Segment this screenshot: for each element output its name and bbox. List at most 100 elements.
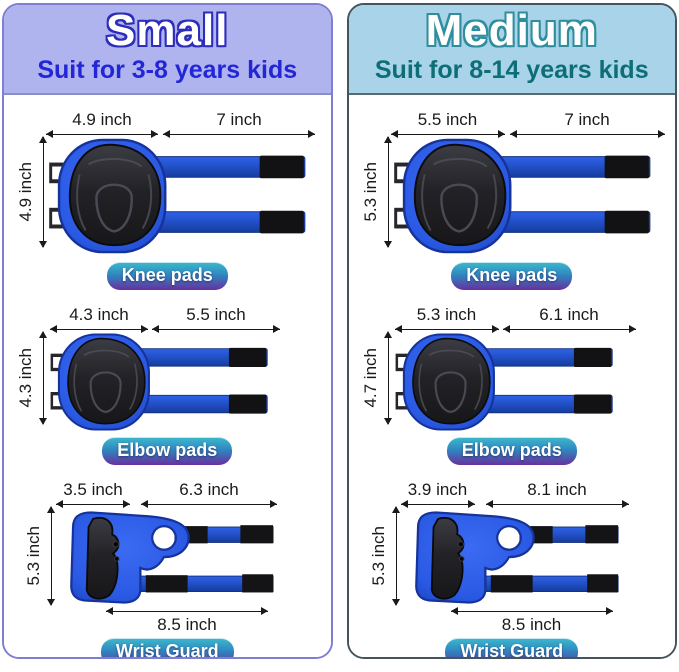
strap-length-dimension: 5.5 inch bbox=[152, 304, 280, 333]
pad-width-dimension: 5.3 inch bbox=[394, 304, 499, 333]
panel-body: 5.5 inch 7 inch 5.3 inch Knee pads bbox=[348, 94, 676, 657]
top-dimensions: 5.5 inch 7 inch bbox=[390, 103, 676, 138]
double-arrow bbox=[152, 324, 280, 333]
knee-pads-badge: Knee pads bbox=[451, 261, 573, 290]
dimension-label: 5.3 inch bbox=[416, 304, 477, 324]
double-arrow bbox=[383, 135, 392, 248]
top-dimensions: 3.9 inch 8.1 inch bbox=[400, 473, 676, 508]
dimension-label: 5.5 inch bbox=[417, 109, 478, 129]
figure-body: 4.7 inch bbox=[349, 330, 676, 437]
size-panel-small: Small Suit for 3-8 years kids 4.9 inch 7… bbox=[2, 3, 333, 659]
pad-width-dimension: 3.5 inch bbox=[56, 479, 130, 508]
knee-pad-image bbox=[392, 137, 657, 260]
dimension-label: 5.5 inch bbox=[186, 304, 246, 324]
double-arrow bbox=[56, 499, 130, 508]
dimension-label: 3.5 inch bbox=[63, 479, 123, 499]
top-dimensions: 4.9 inch 7 inch bbox=[46, 103, 331, 138]
panel-header: Medium Suit for 8-14 years kids bbox=[348, 5, 675, 95]
dimension-label: 4.3 inch bbox=[69, 304, 129, 324]
knee-pads-figure: 4.9 inch 7 inch 4.9 inch Knee pads bbox=[4, 95, 331, 290]
dimension-label: 5.3 inch bbox=[24, 525, 43, 586]
label-row: Elbow pads bbox=[4, 436, 331, 465]
pad-width-dimension: 3.9 inch bbox=[400, 479, 475, 508]
panel-header: Small Suit for 3-8 years kids bbox=[4, 5, 331, 95]
wrist-guard-image bbox=[55, 507, 283, 612]
figure-body: 5.3 inch bbox=[349, 135, 676, 260]
elbow-pads-badge: Elbow pads bbox=[102, 436, 233, 465]
double-arrow bbox=[106, 606, 268, 615]
elbow-pads-badge: Elbow pads bbox=[446, 436, 577, 465]
label-row: Wrist Guard bbox=[349, 637, 676, 657]
figure-body: 5.3 inch bbox=[349, 505, 676, 612]
figure-body: 5.3 inch bbox=[4, 505, 331, 612]
dimension-label: 4.9 inch bbox=[16, 161, 35, 222]
size-panel-medium: Medium Suit for 8-14 years kids 5.5 inch… bbox=[346, 3, 677, 659]
total-length-dimension: 8.5 inch bbox=[450, 606, 613, 635]
elbow-pad-image bbox=[47, 332, 275, 437]
wrist-guard-badge: Wrist Guard bbox=[100, 637, 234, 657]
wrist-guard-image bbox=[400, 507, 628, 612]
figure-body: 4.9 inch bbox=[4, 135, 331, 260]
pad-width-dimension: 5.5 inch bbox=[390, 109, 505, 138]
pad-height-dimension: 5.3 inch bbox=[4, 505, 55, 606]
double-arrow bbox=[383, 330, 392, 425]
label-row: Knee pads bbox=[4, 261, 331, 290]
wrist-guard-badge: Wrist Guard bbox=[445, 637, 579, 657]
elbow-pads-figure: 4.3 inch 5.5 inch 4.3 inch Elbow pads bbox=[4, 290, 331, 465]
double-arrow bbox=[485, 499, 629, 508]
strap-length-dimension: 7 inch bbox=[163, 109, 315, 138]
pad-height-dimension: 4.3 inch bbox=[4, 330, 47, 425]
dimension-label: 4.9 inch bbox=[72, 109, 132, 129]
top-dimensions: 3.5 inch 6.3 inch bbox=[56, 473, 331, 508]
size-title: Medium bbox=[425, 6, 598, 55]
dimension-label: 4.3 inch bbox=[16, 347, 35, 408]
panel-body: 4.9 inch 7 inch 4.9 inch Knee pads bbox=[4, 94, 331, 657]
knee-pads-figure: 5.5 inch 7 inch 5.3 inch Knee pads bbox=[349, 95, 676, 290]
double-arrow bbox=[50, 324, 148, 333]
dimension-label: 6.3 inch bbox=[179, 479, 239, 499]
double-arrow bbox=[509, 129, 665, 138]
dimension-label: 7 inch bbox=[564, 109, 610, 129]
strap-length-dimension: 8.1 inch bbox=[485, 479, 629, 508]
pad-height-dimension: 4.7 inch bbox=[349, 330, 392, 425]
pad-width-dimension: 4.9 inch bbox=[46, 109, 158, 138]
dimension-label: 8.1 inch bbox=[527, 479, 587, 499]
dimension-label: 7 inch bbox=[216, 109, 262, 129]
double-arrow bbox=[390, 129, 505, 138]
strap-length-dimension: 6.3 inch bbox=[141, 479, 277, 508]
double-arrow bbox=[502, 324, 636, 333]
knee-pads-badge: Knee pads bbox=[106, 261, 228, 290]
age-range-subtitle: Suit for 3-8 years kids bbox=[37, 55, 298, 84]
wrist-guard-figure: 3.5 inch 6.3 inch 5.3 inch 8 bbox=[4, 465, 331, 657]
top-dimensions: 4.3 inch 5.5 inch bbox=[50, 298, 331, 333]
double-arrow bbox=[391, 505, 400, 606]
dimension-label: 5.3 inch bbox=[360, 161, 380, 222]
dimension-label: 4.7 inch bbox=[360, 347, 380, 408]
pad-width-dimension: 4.3 inch bbox=[50, 304, 148, 333]
double-arrow bbox=[400, 499, 475, 508]
double-arrow bbox=[39, 135, 47, 248]
elbow-pad-image bbox=[392, 332, 620, 437]
top-dimensions: 5.3 inch 6.1 inch bbox=[394, 298, 676, 333]
double-arrow bbox=[394, 324, 499, 333]
size-title: Small bbox=[106, 6, 229, 55]
double-arrow bbox=[47, 505, 55, 606]
knee-pad-image bbox=[47, 137, 312, 260]
dimension-label: 3.9 inch bbox=[407, 479, 468, 499]
double-arrow bbox=[163, 129, 315, 138]
total-length-dimension: 8.5 inch bbox=[106, 606, 268, 635]
elbow-pads-figure: 5.3 inch 6.1 inch 4.7 inch Elbow pads bbox=[349, 290, 676, 465]
age-range-subtitle: Suit for 8-14 years kids bbox=[374, 55, 649, 84]
double-arrow bbox=[46, 129, 158, 138]
strap-length-dimension: 7 inch bbox=[509, 109, 665, 138]
label-row: Elbow pads bbox=[349, 436, 676, 465]
pad-height-dimension: 5.3 inch bbox=[349, 135, 392, 248]
double-arrow bbox=[141, 499, 277, 508]
label-row: Wrist Guard bbox=[4, 637, 331, 657]
figure-body: 4.3 inch bbox=[4, 330, 331, 437]
double-arrow bbox=[450, 606, 613, 615]
strap-length-dimension: 6.1 inch bbox=[502, 305, 636, 333]
dimension-label: 8.5 inch bbox=[157, 614, 217, 634]
label-row: Knee pads bbox=[349, 261, 676, 290]
dimension-label: 8.5 inch bbox=[501, 614, 562, 634]
